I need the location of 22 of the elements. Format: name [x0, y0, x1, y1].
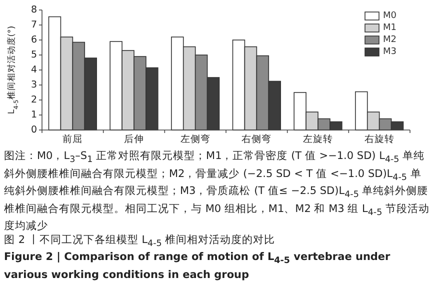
y-tick-label: 3 — [30, 80, 37, 90]
legend-label: M1 — [383, 23, 396, 33]
x-tick-label: 左旋转 — [303, 133, 333, 145]
text: 图注：M0，L$_{3}$–S$_{1}$ 正常对照有限元模型；M1，正常骨密度 (T 值 >−1.0 SD) L$_{4-5}$ 单纯斜外侧腰椎椎间融合有限元模型；M2，骨量减少 (−2.5 SD < T 值 <−1.0 SD)L$_{4-5}$ 单纯斜外侧腰椎椎间融合有限元模型；M3，骨质疏松 (T 值≤ −2.5 SD)L$_{4-5}$ 单纯斜外侧腰椎椎间融合有限元模型。相同工况下，与 M0 组相比，M1、M2 和 M3 组 L$_{4-5}$ 节段活动度均减少 — [4, 150, 430, 232]
x-tick-label: 右侧弯 — [242, 133, 272, 145]
text: Figure 2 | Comparison of range of motion of L$_{4-5}$ vertebrae under various working conditions in each group — [4, 251, 390, 282]
x-tick-label: 左侧弯 — [180, 133, 210, 145]
y-tick-label: 4 — [30, 64, 37, 76]
legend-label: M0 — [383, 11, 397, 21]
x-tick-label: 后伸 — [124, 133, 144, 145]
y-tick-label: 1 — [30, 110, 37, 120]
y-tick-label: 6 — [30, 34, 37, 46]
legend-label: M2 — [383, 35, 396, 45]
y-tick-label: 5 — [30, 50, 37, 60]
caption: 图 2 丨不同工况下各组模型 L$_{4-5}$ 椎间相对活动度的对比 — [4, 234, 276, 251]
y-tick-label: 8 — [30, 4, 37, 16]
y-tick-label: 7 — [30, 20, 37, 30]
x-tick-label: 右旋转 — [364, 133, 394, 145]
y-tick-label: 2 — [30, 94, 37, 106]
y-tick-label: 0 — [30, 124, 37, 136]
legend-label: M3 — [383, 47, 396, 57]
x-tick-label: 前屈 — [62, 133, 83, 145]
